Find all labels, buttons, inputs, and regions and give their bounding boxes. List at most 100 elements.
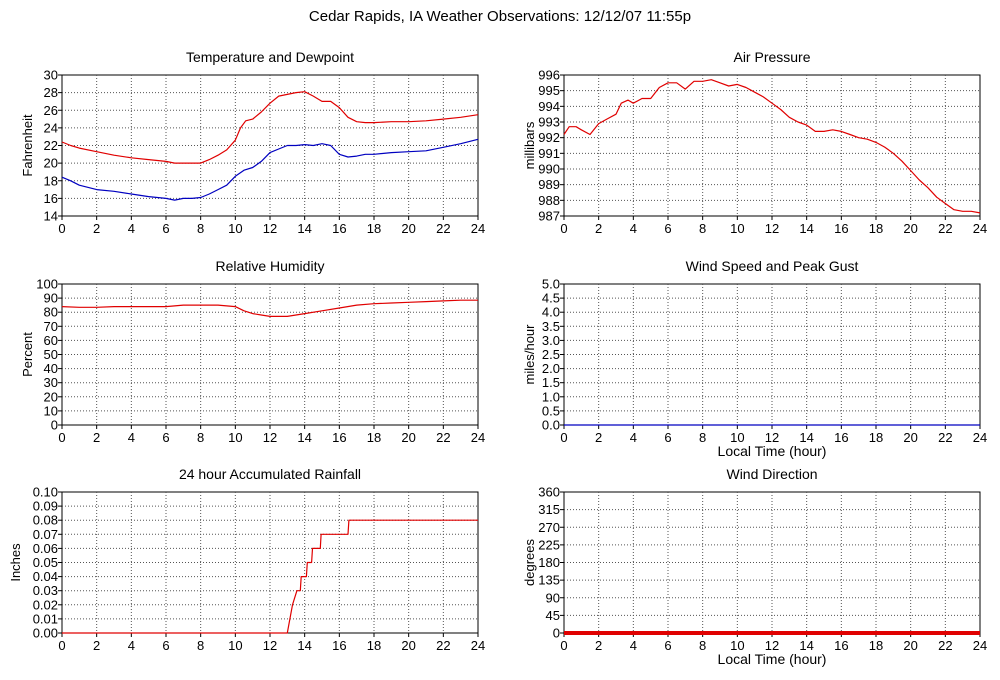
x-tick-label: 16 <box>332 638 346 653</box>
series-line-1 <box>563 79 981 214</box>
y-tick-label: 225 <box>538 537 560 552</box>
y-tick-label: 0.07 <box>33 527 58 542</box>
y-tick-label: 180 <box>538 555 560 570</box>
x-tick-label: 14 <box>297 638 311 653</box>
y-tick-label: 0.01 <box>33 611 58 626</box>
y-tick-label: 16 <box>44 191 58 206</box>
x-tick-label: 10 <box>228 221 242 236</box>
x-tick-label: 12 <box>263 221 277 236</box>
chart-title: Relative Humidity <box>216 258 325 274</box>
x-tick-label: 18 <box>367 430 381 445</box>
chart-title: Wind Direction <box>726 466 817 482</box>
x-axis-label: Local Time (hour) <box>718 651 827 667</box>
x-tick-label: 14 <box>799 430 813 445</box>
x-tick-label: 22 <box>436 221 450 236</box>
x-tick-label: 12 <box>765 430 779 445</box>
x-tick-label: 6 <box>664 638 671 653</box>
y-tick-label: 0.00 <box>33 626 58 641</box>
y-tick-label: 996 <box>538 68 560 83</box>
x-tick-label: 24 <box>471 638 485 653</box>
y-tick-label: 988 <box>538 193 560 208</box>
y-tick-label: 0.09 <box>33 499 58 514</box>
y-axis-label: Fahrenheit <box>20 114 35 177</box>
y-tick-label: 987 <box>538 209 560 224</box>
x-tick-label: 0 <box>560 221 567 236</box>
y-tick-label: 70 <box>44 319 58 334</box>
y-tick-label: 2.0 <box>542 361 560 376</box>
y-axis-label: millibars <box>522 121 537 169</box>
series-line-1 <box>62 519 478 634</box>
x-tick-label: 12 <box>765 638 779 653</box>
y-axis-label: Inches <box>8 543 23 582</box>
x-tick-label: 2 <box>93 430 100 445</box>
y-tick-label: 60 <box>44 333 58 348</box>
y-tick-label: 24 <box>44 120 58 135</box>
x-tick-label: 10 <box>730 221 744 236</box>
x-tick-label: 8 <box>197 638 204 653</box>
y-tick-label: 90 <box>44 291 58 306</box>
x-tick-label: 24 <box>471 430 485 445</box>
x-tick-label: 24 <box>973 638 987 653</box>
x-tick-label: 4 <box>630 638 637 653</box>
y-tick-label: 0.10 <box>33 485 58 500</box>
y-axis-label: degrees <box>522 539 537 586</box>
y-tick-label: 30 <box>44 68 58 83</box>
y-tick-label: 20 <box>44 156 58 171</box>
y-tick-label: 30 <box>44 375 58 390</box>
y-tick-label: 28 <box>44 85 58 100</box>
y-axis-label: Percent <box>20 332 35 377</box>
y-tick-label: 80 <box>44 305 58 320</box>
x-tick-label: 2 <box>595 221 602 236</box>
x-tick-label: 12 <box>765 221 779 236</box>
y-tick-label: 1.5 <box>542 375 560 390</box>
chart-title: Temperature and Dewpoint <box>186 49 354 65</box>
y-tick-label: 995 <box>538 83 560 98</box>
x-tick-label: 18 <box>367 638 381 653</box>
x-tick-label: 20 <box>401 638 415 653</box>
y-tick-label: 0.06 <box>33 541 58 556</box>
x-tick-label: 16 <box>834 221 848 236</box>
y-tick-label: 14 <box>44 209 58 224</box>
x-tick-label: 20 <box>903 430 917 445</box>
x-axis-label: Local Time (hour) <box>718 443 827 459</box>
x-tick-label: 22 <box>938 638 952 653</box>
x-tick-label: 22 <box>436 430 450 445</box>
x-tick-label: 20 <box>903 221 917 236</box>
y-tick-label: 992 <box>538 130 560 145</box>
chart-title: Wind Speed and Peak Gust <box>686 258 859 274</box>
x-tick-label: 2 <box>595 638 602 653</box>
y-tick-label: 0 <box>553 626 560 641</box>
x-tick-label: 18 <box>869 221 883 236</box>
x-tick-label: 6 <box>664 430 671 445</box>
x-tick-label: 8 <box>699 430 706 445</box>
y-tick-label: 994 <box>538 99 560 114</box>
x-tick-label: 2 <box>595 430 602 445</box>
x-tick-label: 12 <box>263 430 277 445</box>
y-tick-label: 4.5 <box>542 291 560 306</box>
x-tick-label: 14 <box>297 430 311 445</box>
x-tick-label: 0 <box>58 221 65 236</box>
x-tick-label: 16 <box>332 221 346 236</box>
series-line-1 <box>61 299 478 317</box>
x-tick-label: 10 <box>228 638 242 653</box>
y-tick-label: 100 <box>36 277 58 292</box>
series-line-1 <box>61 91 479 164</box>
y-tick-label: 0.04 <box>33 569 58 584</box>
y-tick-label: 3.5 <box>542 319 560 334</box>
y-tick-label: 989 <box>538 177 560 192</box>
y-tick-label: 0 <box>51 418 58 433</box>
y-tick-label: 10 <box>44 403 58 418</box>
x-tick-label: 0 <box>560 430 567 445</box>
y-tick-label: 135 <box>538 573 560 588</box>
x-tick-label: 14 <box>799 638 813 653</box>
x-tick-label: 22 <box>436 638 450 653</box>
x-tick-label: 4 <box>630 221 637 236</box>
x-tick-label: 16 <box>834 638 848 653</box>
x-tick-label: 10 <box>730 638 744 653</box>
y-tick-label: 270 <box>538 520 560 535</box>
